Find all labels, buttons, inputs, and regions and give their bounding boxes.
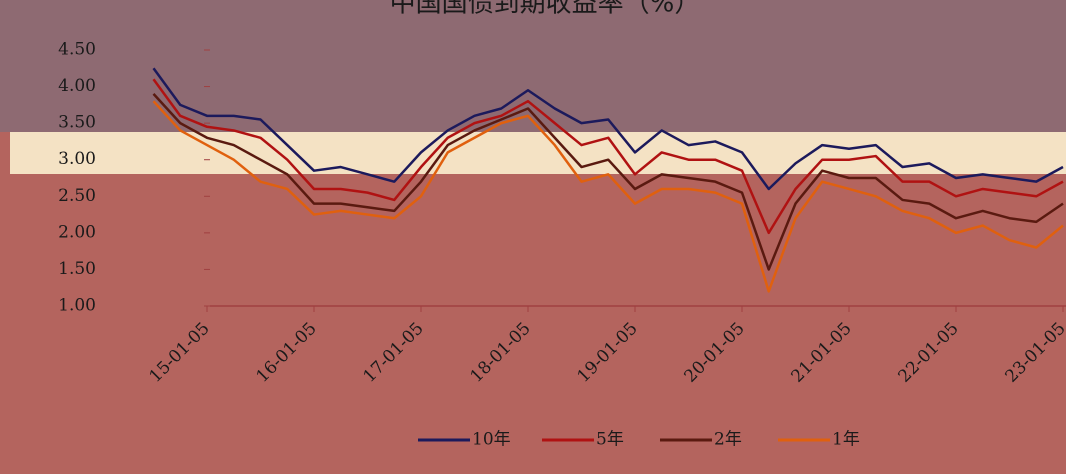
series-line <box>152 78 1064 235</box>
x-tick-label: 15-01-05 <box>146 319 214 387</box>
legend-label: 10年 <box>472 430 511 450</box>
y-tick-label: 2.00 <box>58 222 96 242</box>
x-tick-label: 21-01-05 <box>788 319 856 387</box>
series-line <box>152 93 1064 271</box>
series-line <box>152 100 1064 293</box>
x-tick-label: 17-01-05 <box>360 319 428 387</box>
x-tick-label: 18-01-05 <box>467 319 535 387</box>
y-tick-label: 4.00 <box>58 76 96 96</box>
background-band <box>10 132 1066 174</box>
background-band <box>0 0 1066 132</box>
y-tick-label: 4.50 <box>58 40 96 60</box>
x-tick-label: 20-01-05 <box>681 319 749 387</box>
y-tick-label: 1.50 <box>58 259 96 279</box>
legend-label: 2年 <box>714 430 742 450</box>
x-tick-label: 19-01-05 <box>574 319 642 387</box>
x-tick-label: 23-01-05 <box>1002 319 1066 387</box>
series-line <box>152 67 1064 191</box>
y-tick-label: 3.00 <box>58 149 96 169</box>
y-tick-label: 3.50 <box>58 113 96 133</box>
y-tick-label: 1.00 <box>58 296 96 316</box>
legend-label: 5年 <box>596 430 624 450</box>
x-tick-label: 22-01-05 <box>895 319 963 387</box>
y-tick-label: 2.50 <box>58 186 96 206</box>
chart-title: 中国国债到期收益率（%） <box>390 0 701 19</box>
legend-label: 1年 <box>832 430 860 450</box>
x-tick-label: 16-01-05 <box>253 319 321 387</box>
